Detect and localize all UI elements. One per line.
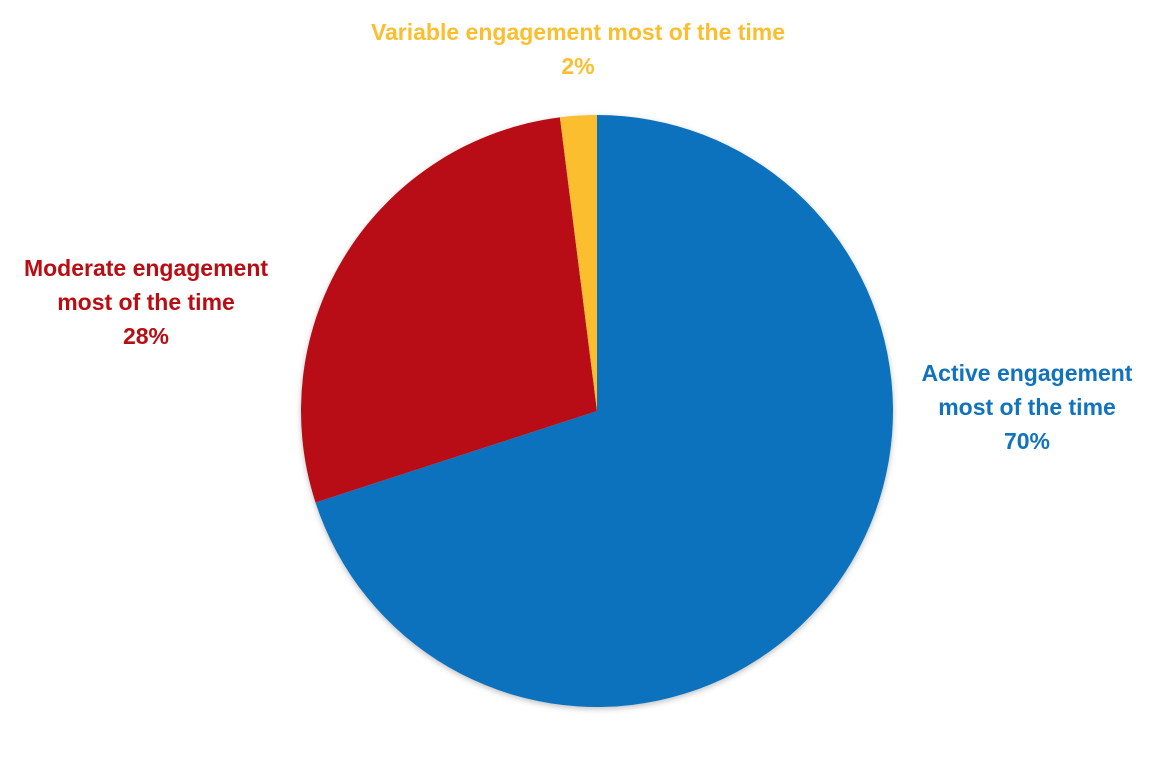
pie-slices bbox=[301, 115, 894, 707]
slice-category-label: Variable engagement most of the time bbox=[371, 19, 785, 45]
slice-category-label: Active engagement bbox=[922, 360, 1133, 386]
pie-slice-1 bbox=[315, 115, 894, 707]
slice-value-label: 2% bbox=[561, 53, 594, 79]
pie-slice-3 bbox=[559, 115, 597, 411]
slice-label-2: Moderate engagement most of the time 28% bbox=[24, 255, 268, 349]
pie-slice-2 bbox=[301, 117, 597, 503]
slice-value-label: 70% bbox=[1004, 428, 1050, 454]
pie-labels: Active engagement most of the time 70% Mode… bbox=[24, 19, 1133, 454]
slice-label-1: Active engagement most of the time 70% bbox=[922, 360, 1133, 454]
slice-value-label: 28% bbox=[123, 323, 169, 349]
slice-category-label: most of the time bbox=[57, 289, 235, 315]
slice-category-label: most of the time bbox=[938, 394, 1116, 420]
slice-label-3: Variable engagement most of the time 2% bbox=[371, 19, 785, 79]
slice-category-label: Moderate engagement bbox=[24, 255, 268, 281]
